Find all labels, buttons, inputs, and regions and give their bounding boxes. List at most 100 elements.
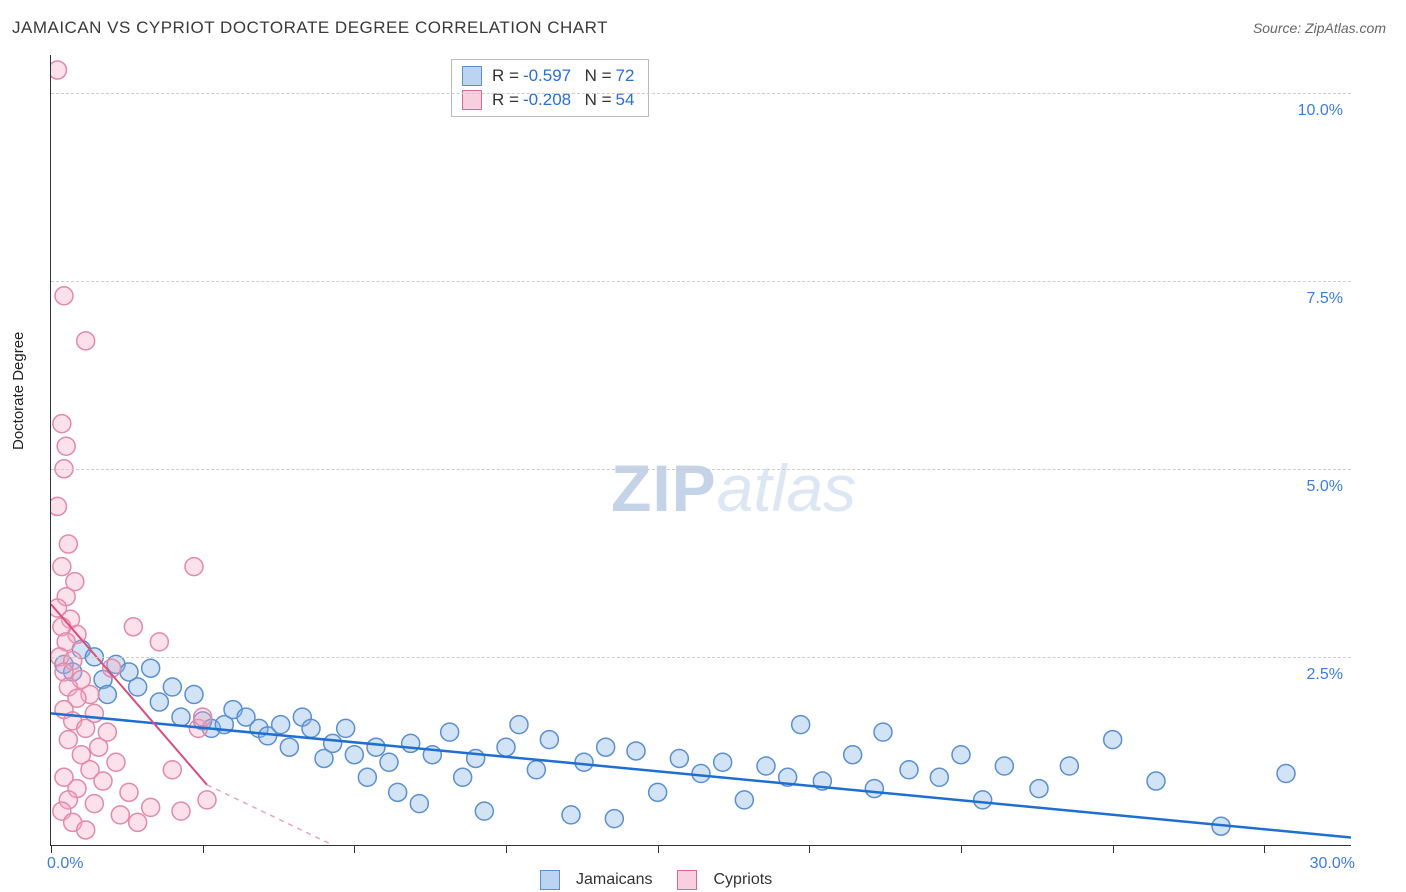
data-point — [597, 738, 615, 756]
data-point — [129, 678, 147, 696]
data-point — [120, 783, 138, 801]
data-point — [324, 734, 342, 752]
data-point — [163, 761, 181, 779]
data-point — [55, 287, 73, 305]
trend-line-ext — [207, 785, 333, 845]
plot-area: ZIPatlas R = -0.597 N = 72 R = -0.208 N … — [50, 55, 1351, 846]
data-point — [670, 749, 688, 767]
data-point — [454, 768, 472, 786]
x-max-label: 30.0% — [1310, 855, 1355, 873]
legend-label: Cypriots — [713, 871, 772, 889]
gridline — [51, 281, 1351, 282]
x-tick — [809, 845, 810, 853]
data-point — [98, 686, 116, 704]
x-tick — [1264, 845, 1265, 853]
data-point — [1030, 780, 1048, 798]
stats-box: R = -0.597 N = 72 R = -0.208 N = 54 — [451, 59, 649, 117]
legend-label: Jamaicans — [576, 871, 652, 889]
data-point — [185, 686, 203, 704]
data-point — [692, 765, 710, 783]
data-point — [85, 795, 103, 813]
data-point — [163, 678, 181, 696]
gridline — [51, 657, 1351, 658]
data-point — [441, 723, 459, 741]
data-point — [194, 708, 212, 726]
y-tick-label: 2.5% — [1307, 666, 1343, 684]
legend-item-jamaicans: Jamaicans — [540, 870, 652, 890]
data-point — [53, 415, 71, 433]
y-axis-title: Doctorate Degree — [10, 332, 27, 450]
swatch-blue-icon — [540, 870, 560, 890]
data-point — [358, 768, 376, 786]
x-tick — [658, 845, 659, 853]
data-point — [185, 558, 203, 576]
data-point — [59, 731, 77, 749]
data-point — [142, 659, 160, 677]
n-label: N = — [585, 66, 612, 86]
data-point — [900, 761, 918, 779]
data-point — [111, 806, 129, 824]
data-point — [792, 716, 810, 734]
data-point — [337, 719, 355, 737]
source-label: Source: ZipAtlas.com — [1253, 20, 1386, 36]
data-point — [952, 746, 970, 764]
data-point — [402, 734, 420, 752]
data-point — [1277, 765, 1295, 783]
data-point — [1060, 757, 1078, 775]
data-point — [389, 783, 407, 801]
data-point — [57, 437, 75, 455]
data-point — [51, 497, 67, 515]
data-point — [272, 716, 290, 734]
x-tick — [506, 845, 507, 853]
data-point — [874, 723, 892, 741]
data-point — [575, 753, 593, 771]
x-tick — [51, 845, 52, 853]
data-point — [59, 535, 77, 553]
data-point — [510, 716, 528, 734]
data-point — [627, 742, 645, 760]
data-point — [974, 791, 992, 809]
data-point — [1147, 772, 1165, 790]
data-point — [410, 795, 428, 813]
data-point — [605, 810, 623, 828]
x-tick — [354, 845, 355, 853]
data-point — [142, 798, 160, 816]
y-tick-label: 5.0% — [1307, 478, 1343, 496]
data-point — [1104, 731, 1122, 749]
data-point — [150, 693, 168, 711]
data-point — [94, 772, 112, 790]
gridline — [51, 93, 1351, 94]
x-tick — [1113, 845, 1114, 853]
data-point — [540, 731, 558, 749]
data-point — [930, 768, 948, 786]
data-point — [345, 746, 363, 764]
gridline — [51, 469, 1351, 470]
data-point — [527, 761, 545, 779]
data-point — [757, 757, 775, 775]
y-tick-label: 10.0% — [1298, 102, 1343, 120]
swatch-pink-icon — [677, 870, 697, 890]
data-point — [995, 757, 1013, 775]
x-tick — [203, 845, 204, 853]
r-label: R = — [492, 66, 519, 86]
data-point — [562, 806, 580, 824]
data-point — [124, 618, 142, 636]
swatch-blue-icon — [462, 66, 482, 86]
n-value-0: 72 — [616, 66, 635, 86]
chart-title: JAMAICAN VS CYPRIOT DOCTORATE DEGREE COR… — [12, 18, 608, 38]
bottom-legend: Jamaicans Cypriots — [540, 870, 772, 890]
data-point — [77, 719, 95, 737]
r-value-0: -0.597 — [523, 66, 571, 86]
data-point — [150, 633, 168, 651]
stats-row-jamaicans: R = -0.597 N = 72 — [462, 64, 638, 88]
data-point — [77, 821, 95, 839]
data-point — [475, 802, 493, 820]
data-point — [53, 558, 71, 576]
data-point — [198, 791, 216, 809]
data-point — [380, 753, 398, 771]
data-point — [865, 780, 883, 798]
data-point — [649, 783, 667, 801]
data-point — [90, 738, 108, 756]
data-point — [172, 708, 190, 726]
data-point — [77, 332, 95, 350]
